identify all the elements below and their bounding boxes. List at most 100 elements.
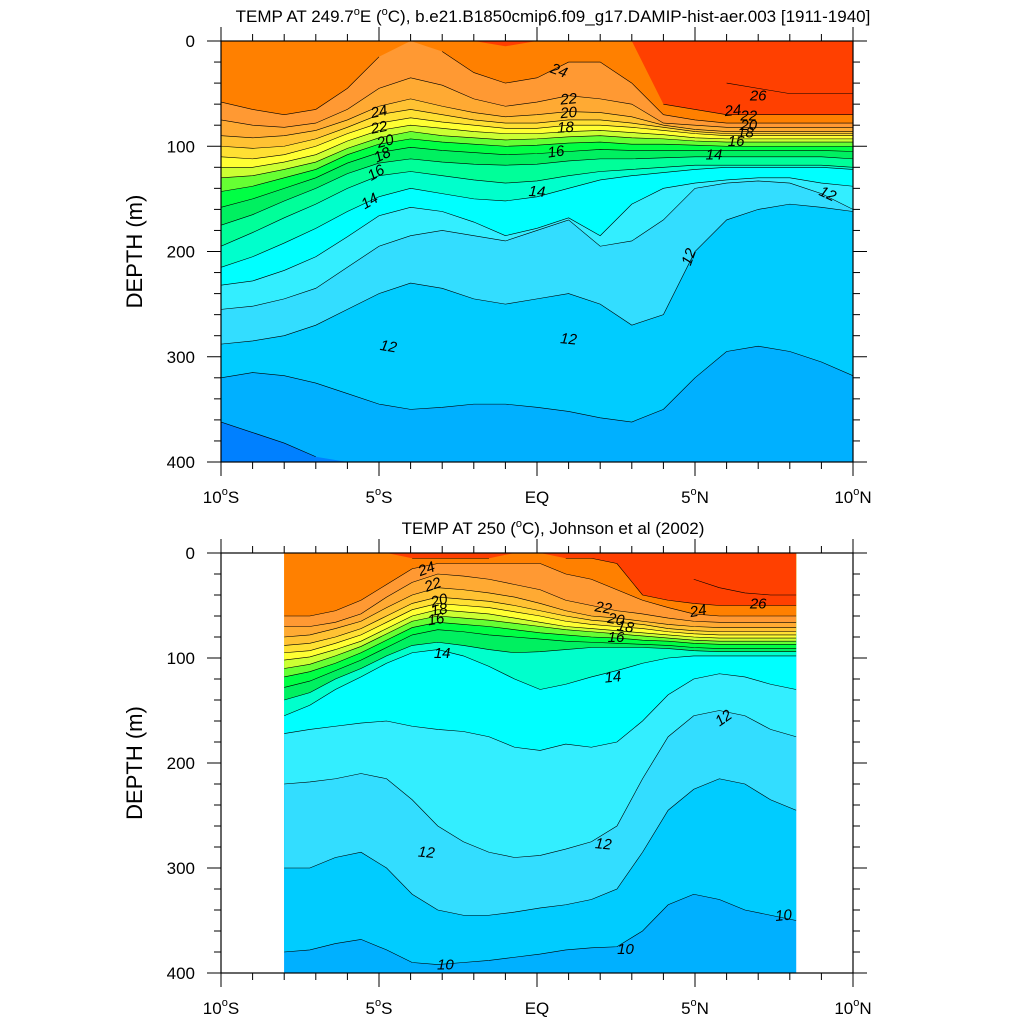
contour-line-23 [221, 77, 853, 128]
contour-label: 22 [559, 90, 579, 109]
contour-label: 14 [434, 645, 451, 662]
contour-label: 20 [605, 610, 626, 630]
contour-line-12 [221, 345, 853, 423]
contour-label: 20 [559, 104, 579, 123]
contour-line-19 [284, 609, 797, 661]
contour-line-20 [284, 603, 797, 654]
x-tick-label: 5oS [366, 997, 393, 1018]
contour-line-22 [284, 587, 797, 638]
contour-line-19 [221, 124, 853, 168]
contour-line-13-5 [284, 673, 797, 751]
contour-label: 22 [593, 598, 614, 618]
contour-label: 22 [368, 118, 389, 138]
x-axis: 10oS 5oS EQ 5oN 10oN [203, 27, 872, 507]
y-axis: 0 100 200 300 400 [167, 32, 867, 472]
contour-label: 10 [617, 941, 634, 958]
contour-label: 14 [358, 190, 381, 213]
contour-line-14 [221, 167, 853, 268]
x-tick-label: 10oS [203, 486, 239, 507]
contour-line-25 [412, 557, 797, 606]
contour-line-21 [221, 109, 853, 149]
contour-line-26 [726, 82, 853, 94]
contour-line-12-5 [221, 203, 853, 345]
contour-label: 26 [749, 595, 767, 612]
y-tick-label: 300 [167, 348, 195, 367]
contour-line-26 [693, 578, 797, 596]
contour-label: 12 [816, 183, 839, 206]
x-tick-label: 5oN [681, 486, 709, 507]
contour-label: 24 [368, 102, 389, 122]
contour-line-24 [284, 563, 797, 617]
fill-band-26 [284, 553, 797, 606]
contour-label: 10 [774, 906, 793, 924]
contour-line-14-5 [221, 164, 853, 247]
contour-label: 14 [706, 147, 723, 164]
contour-label: 16 [365, 161, 389, 184]
y-tick-label: 300 [167, 859, 195, 878]
contour-line-12 [284, 893, 797, 965]
contour-label: 18 [429, 600, 449, 620]
x-tick-label: EQ [525, 488, 550, 507]
contour-label: 22 [421, 574, 444, 596]
contour-label: 18 [371, 144, 394, 167]
y-tick-label: 0 [186, 32, 195, 51]
contour-line-18 [221, 131, 853, 179]
contour-label: 20 [739, 117, 757, 134]
contour-line-15 [284, 641, 797, 701]
contour-label: 18 [616, 617, 636, 637]
contour-label: 12 [417, 844, 436, 862]
contour-line-17 [221, 138, 853, 192]
x-tick-label: 5oN [681, 997, 709, 1018]
fill-band-26 [221, 41, 853, 115]
y-tick-label: 0 [186, 544, 195, 563]
contour-line-24 [221, 51, 853, 124]
contour-field [284, 553, 797, 973]
contour-label: 16 [547, 142, 567, 161]
contour-line-18 [284, 615, 797, 669]
contour-line-12-5 [284, 778, 797, 916]
contour-line-13 [284, 710, 797, 858]
panel-1: 2422201816142422201816142624222018161412… [122, 6, 872, 507]
y-tick-label: 100 [167, 137, 195, 156]
contour-label: 16 [426, 610, 446, 630]
contour-line-22 [221, 98, 853, 139]
y-tick-label: 400 [167, 964, 195, 983]
contour-label: 24 [415, 558, 437, 580]
contour-line-11 [221, 421, 316, 458]
contour-line-14 [284, 649, 797, 717]
y-tick-label: 100 [167, 649, 195, 668]
contour-label: 20 [428, 590, 450, 611]
contour-label: 18 [557, 119, 575, 137]
contour-label: 16 [728, 133, 745, 150]
contour-label: 12 [678, 246, 700, 268]
contour-label: 24 [547, 60, 569, 82]
y-tick-label: 200 [167, 754, 195, 773]
contour-label: 22 [739, 108, 757, 125]
contour-line-13-5 [221, 177, 853, 286]
x-axis: 10oS 5oS EQ 5oN 10oN [203, 539, 872, 1018]
contour-label: 14 [528, 183, 546, 201]
contour-line-15 [221, 156, 853, 226]
contour-line-23 [284, 573, 797, 627]
y-tick-label: 400 [167, 453, 195, 472]
contour-label: 18 [737, 125, 754, 142]
contour-line-13 [221, 180, 853, 310]
contour-line-20 [221, 117, 853, 160]
y-axis: 0 100 200 300 400 [167, 544, 867, 983]
contour-label: 12 [594, 835, 613, 853]
x-tick-label: 10oN [834, 997, 871, 1018]
x-tick-label: 5oS [366, 486, 393, 507]
chart-title: TEMP AT 250 (oC), Johnson et al (2002) [402, 518, 705, 538]
contour-line-17 [284, 621, 797, 678]
contour-label: 24 [688, 601, 708, 621]
y-axis-label: DEPTH (m) [122, 195, 147, 309]
contour-field [221, 41, 853, 462]
contour-label: 14 [604, 668, 622, 686]
y-axis-label: DEPTH (m) [122, 706, 147, 820]
chart-title: TEMP AT 249.7oE (oC), b.e21.B1850cmip6.f… [236, 6, 871, 26]
contour-label: 16 [608, 629, 625, 646]
contour-line-21 [284, 596, 797, 646]
x-tick-label: 10oN [834, 486, 871, 507]
